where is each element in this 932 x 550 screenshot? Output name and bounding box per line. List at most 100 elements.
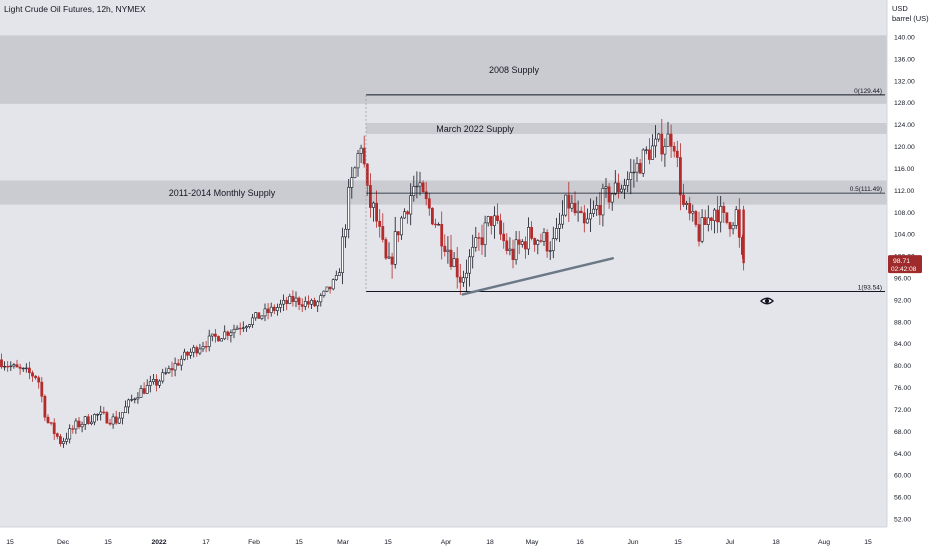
candle-body: [474, 237, 478, 248]
candle-body: [406, 211, 410, 215]
trendline: [461, 257, 614, 296]
candle-body: [486, 216, 490, 224]
candle-body: [334, 275, 338, 281]
candle-body: [341, 236, 344, 273]
candle-body: [12, 364, 16, 367]
candle-body: [248, 324, 251, 327]
eye-icon[interactable]: [759, 297, 775, 305]
candle-body: [520, 241, 524, 245]
candle-body: [368, 185, 372, 208]
candle-body: [152, 378, 155, 383]
candle-body: [542, 232, 546, 242]
x-tick-label: Jun: [628, 539, 639, 546]
candle-body: [18, 366, 22, 369]
y-tick-label: 88.00: [894, 319, 911, 326]
candle-body: [399, 217, 403, 236]
candle-body: [545, 232, 549, 252]
candle-body: [635, 162, 639, 173]
candle-body: [697, 224, 701, 242]
candle-body: [161, 372, 165, 382]
fib-levels: 0(129.44) 0.5(111.49) 1(93.54): [365, 88, 885, 292]
candle-body: [353, 167, 357, 178]
candle-body: [716, 209, 720, 223]
candle-body: [585, 218, 589, 224]
candle-body: [93, 414, 96, 423]
candle-body: [682, 194, 685, 205]
candle-body: [220, 338, 224, 342]
x-tick-label: 15: [864, 539, 872, 546]
candle-body: [288, 295, 292, 304]
candle-body: [275, 307, 279, 311]
candle-body: [201, 346, 205, 350]
candle-body: [3, 365, 7, 368]
candle-body: [24, 367, 28, 370]
candle-body: [65, 438, 69, 442]
candle-body: [505, 240, 509, 251]
candle-body: [427, 198, 431, 209]
candle-body: [0, 359, 3, 368]
candle-body: [83, 416, 87, 425]
x-tick-label: 2022: [151, 539, 166, 546]
price-axis-bg: [887, 0, 932, 550]
candle-body: [530, 226, 534, 239]
y-tick-label: 124.00: [894, 122, 915, 129]
candle-body: [99, 411, 103, 415]
candle-body: [570, 202, 574, 209]
candle-body: [632, 171, 636, 174]
candle-body: [582, 212, 586, 224]
candle-body: [192, 347, 196, 353]
candle-body: [567, 194, 571, 209]
candle-body: [6, 365, 10, 368]
candle-body: [124, 406, 127, 413]
candle-body: [641, 149, 645, 174]
candle-body: [548, 250, 552, 252]
candle-body: [167, 368, 171, 373]
candle-body: [480, 237, 484, 246]
candle-body: [458, 276, 462, 283]
candle-body: [443, 245, 447, 252]
candle-body: [604, 186, 608, 189]
candle-body: [722, 205, 726, 213]
candle-body: [387, 256, 391, 259]
candle-body: [657, 133, 661, 140]
candle-body: [409, 195, 413, 215]
time-axis-bg: [0, 527, 932, 550]
time-axis[interactable]: 15 Dec 15 2022 17 Feb 15 Mar 15 Apr 18 May 16 Jun 15 Ju…: [0, 526, 932, 550]
candle-body: [130, 399, 134, 401]
candle-body: [449, 249, 453, 267]
x-tick-label: 18: [486, 539, 494, 546]
x-tick-label: Mar: [337, 539, 349, 546]
candle-body: [294, 297, 298, 302]
candle-body: [440, 224, 444, 247]
candle-body: [21, 367, 25, 370]
fib-level-label: 0.5(111.49): [850, 186, 882, 193]
candle-body: [186, 351, 189, 356]
candle-body: [523, 241, 527, 250]
candle-body: [170, 368, 174, 371]
candle-body: [471, 246, 475, 258]
price-axis[interactable]: 52.00 56.00 60.00 64.00 68.00 72.00 76.00 80.00…: [886, 0, 932, 550]
candle-body: [527, 226, 530, 250]
candle-body: [52, 422, 56, 434]
candle-body: [421, 182, 425, 193]
candle-body: [108, 422, 112, 425]
candle-body: [576, 210, 580, 214]
candle-body: [623, 185, 627, 190]
x-tick-label: Aug: [818, 539, 830, 546]
candle-body: [384, 239, 388, 259]
candle-body: [269, 306, 273, 313]
candle-body: [114, 416, 118, 424]
candle-body: [31, 372, 34, 377]
candle-body: [291, 295, 295, 302]
candle-body: [344, 228, 348, 238]
zone-1: [366, 122, 887, 134]
candle-body: [638, 162, 642, 174]
x-tick-label: Dec: [57, 539, 70, 546]
candle-body: [629, 172, 633, 180]
candle-body: [734, 209, 738, 226]
x-tick-label: 16: [576, 539, 584, 546]
candle-body: [204, 346, 208, 348]
candle-body: [461, 277, 465, 283]
candle-body: [626, 179, 630, 186]
